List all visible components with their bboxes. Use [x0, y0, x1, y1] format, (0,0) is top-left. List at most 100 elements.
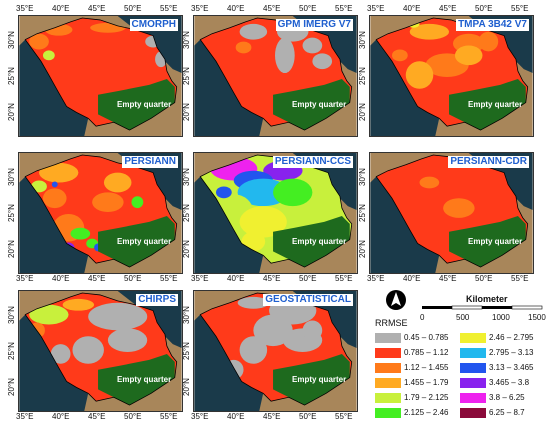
latitude-tick: 25°N: [182, 204, 191, 222]
empty-quarter-region: [273, 353, 350, 406]
rrmse-zone: [302, 320, 323, 341]
rrmse-zone: [31, 180, 47, 193]
longitude-tick: 55°E: [335, 274, 353, 283]
rrmse-zone: [70, 227, 91, 240]
empty-quarter-label: Empty quarter: [117, 237, 172, 246]
red-sea: [370, 176, 440, 273]
map-panel: GPM IMERG V7 Empty quarter: [193, 15, 358, 137]
legend-swatch: [460, 407, 486, 418]
panel-title: PERSIANN-CCS: [272, 156, 353, 168]
latitude-tick: 20°N: [358, 103, 367, 121]
empty-quarter-label: Empty quarter: [292, 237, 347, 246]
red-sea: [370, 39, 440, 136]
red-sea: [19, 39, 89, 136]
latitude-tick: 30°N: [358, 168, 367, 186]
country-border: [199, 17, 353, 131]
panel-title: CHIRPS: [136, 294, 178, 306]
longitude-tick: 40°E: [403, 4, 421, 13]
latitude-tick: 30°N: [358, 31, 367, 49]
red-sea: [194, 176, 264, 273]
legend-title: RRMSE: [375, 318, 408, 328]
country-border: [375, 154, 529, 268]
longitude-tick: 45°E: [263, 4, 281, 13]
map-canvas: [370, 16, 533, 136]
legend-swatch: [375, 377, 401, 388]
map-canvas: [19, 153, 182, 273]
rrmse-zone: [302, 37, 323, 54]
rrmse-zone: [391, 49, 408, 62]
longitude-tick: 45°E: [439, 4, 457, 13]
longitude-tick: 50°E: [299, 4, 317, 13]
legend-item: 3.13 – 3.465: [460, 362, 533, 373]
legend-item: 1.455 – 1.79: [375, 377, 448, 388]
longitude-tick: 50°E: [299, 274, 317, 283]
legend-label: 3.13 – 3.465: [489, 363, 534, 372]
map-panel: PERSIANN Empty quarter: [18, 152, 183, 274]
legend-item: 1.79 – 2.125: [375, 392, 448, 403]
legend-item: 2.125 – 2.46: [375, 407, 448, 418]
latitude-tick: 20°N: [182, 240, 191, 258]
longitude-tick: 35°E: [16, 412, 34, 421]
latitude-tick: 20°N: [7, 103, 16, 121]
empty-quarter-region: [98, 353, 175, 406]
rrmse-zone: [39, 162, 79, 183]
rrmse-zone: [107, 328, 148, 352]
longitude-tick: 45°E: [88, 274, 106, 283]
rrmse-zone: [241, 231, 266, 252]
latitude-tick: 25°N: [182, 67, 191, 85]
legend-label: 1.12 – 1.455: [404, 363, 449, 372]
legend-item: 3.8 – 6.25: [460, 392, 525, 403]
rrmse-zone: [92, 192, 124, 213]
legend-item: 0.785 – 1.12: [375, 347, 448, 358]
legend-swatch: [460, 377, 486, 388]
empty-quarter-region: [449, 78, 526, 131]
legend-label: 3.465 – 3.8: [489, 378, 530, 387]
legend-swatch: [460, 332, 486, 343]
latitude-tick: 30°N: [7, 306, 16, 324]
rrmse-zone: [42, 188, 67, 209]
map-panel: PERSIANN-CDR Empty quarter: [369, 152, 534, 274]
rrmse-zone: [235, 41, 252, 54]
legend-label: 1.79 – 2.125: [404, 393, 449, 402]
rrmse-zone: [454, 45, 483, 66]
empty-quarter-region: [273, 78, 350, 131]
red-sea: [19, 314, 89, 411]
latitude-tick: 20°N: [7, 378, 16, 396]
rrmse-zone: [239, 23, 268, 40]
empty-quarter-region: [98, 78, 175, 131]
longitude-tick: 55°E: [160, 274, 178, 283]
latitude-tick: 25°N: [7, 204, 16, 222]
empty-quarter-label: Empty quarter: [292, 375, 347, 384]
map-panel: PERSIANN-CCS Empty quarter: [193, 152, 358, 274]
rrmse-zone: [253, 314, 293, 347]
longitude-tick: 35°E: [16, 274, 34, 283]
legend-swatch: [460, 362, 486, 373]
empty-quarter-label: Empty quarter: [468, 100, 523, 109]
map-canvas: [194, 153, 357, 273]
rrmse-zone: [409, 23, 450, 40]
legend-item: 1.12 – 1.455: [375, 362, 448, 373]
rrmse-zone: [419, 176, 440, 189]
empty-quarter-region: [273, 215, 350, 268]
longitude-tick: 35°E: [367, 4, 385, 13]
longitude-tick: 40°E: [52, 274, 70, 283]
longitude-tick: 50°E: [475, 274, 493, 283]
longitude-tick: 55°E: [335, 4, 353, 13]
rrmse-zone: [42, 50, 55, 61]
latitude-tick: 30°N: [182, 306, 191, 324]
rrmse-zone: [312, 53, 333, 70]
legend-label: 0.785 – 1.12: [404, 348, 449, 357]
latitude-tick: 25°N: [358, 204, 367, 222]
latitude-tick: 25°N: [182, 342, 191, 360]
longitude-tick: 50°E: [124, 4, 142, 13]
longitude-tick: 40°E: [227, 412, 245, 421]
legend-item: 3.465 – 3.8: [460, 377, 529, 388]
panel-title: CMORPH: [129, 19, 178, 31]
longitude-tick: 40°E: [52, 412, 70, 421]
legend-label: 6.25 – 8.7: [489, 408, 525, 417]
country-border: [199, 154, 353, 268]
scale-tick: 0: [420, 313, 425, 322]
longitude-tick: 45°E: [88, 4, 106, 13]
legend-label: 1.455 – 1.79: [404, 378, 449, 387]
rrmse-zone: [51, 181, 58, 188]
